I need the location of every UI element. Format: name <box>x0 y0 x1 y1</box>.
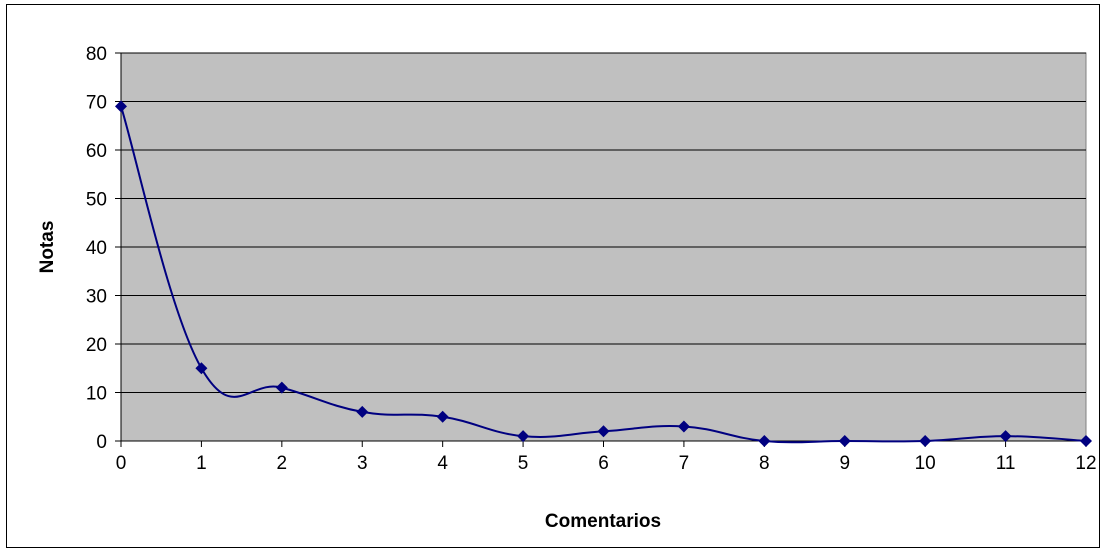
x-tick-label: 5 <box>518 453 529 474</box>
y-tick-label: 60 <box>86 141 107 162</box>
x-tick-label: 4 <box>437 453 448 474</box>
y-tick-label: 20 <box>86 335 107 356</box>
data-point-marker <box>919 435 932 447</box>
data-point-marker <box>517 430 530 443</box>
data-point-marker <box>677 420 690 433</box>
data-point-marker <box>597 425 610 438</box>
x-tick-label: 8 <box>759 453 770 474</box>
x-tick-label: 3 <box>357 453 368 474</box>
data-point-marker <box>1080 435 1092 447</box>
x-tick-label: 12 <box>1075 453 1096 474</box>
data-point-marker <box>999 430 1012 443</box>
data-point-marker <box>758 435 771 447</box>
data-point-marker <box>436 410 449 423</box>
x-tick-label: 0 <box>116 453 127 474</box>
y-tick-label: 30 <box>86 287 107 308</box>
x-tick-label: 1 <box>196 453 207 474</box>
x-tick-label: 11 <box>996 453 1016 474</box>
x-tick-label: 2 <box>277 453 288 474</box>
x-tick-label: 10 <box>915 453 936 474</box>
gridlines <box>121 52 1086 393</box>
y-tick-labels: 0 10 20 30 40 50 60 70 80 <box>86 44 107 453</box>
data-point-marker <box>275 381 288 394</box>
x-axis-title: Comentarios <box>545 511 661 532</box>
series-line <box>120 106 1087 444</box>
y-tick-label: 10 <box>86 384 107 405</box>
x-tick-label: 6 <box>598 453 609 474</box>
data-point-marker <box>195 362 208 375</box>
x-tick-label: 7 <box>679 453 690 474</box>
x-tick-labels: 0 1 2 3 4 5 6 7 8 9 10 11 12 <box>116 453 1097 474</box>
y-tick-label: 80 <box>86 44 107 65</box>
y-axis-title: Notas <box>37 221 58 274</box>
y-tick-label: 70 <box>86 93 107 114</box>
y-tick-label: 0 <box>96 432 107 453</box>
data-point-marker <box>838 435 851 447</box>
y-tick-label: 40 <box>86 238 107 259</box>
series-markers <box>115 100 1092 447</box>
data-point-marker <box>356 405 369 418</box>
data-point-marker <box>115 100 127 113</box>
x-tick-label: 9 <box>839 453 850 474</box>
y-tick-label: 50 <box>86 190 107 211</box>
